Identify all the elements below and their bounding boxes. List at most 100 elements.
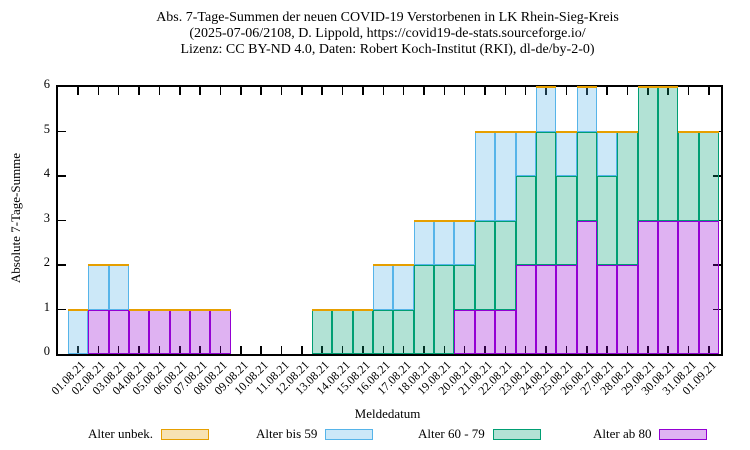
unbek-top-line [67, 308, 89, 311]
bar-segment-alter-ab-80 [454, 309, 475, 354]
bar-segment-alter-60-79 [373, 309, 394, 354]
chart-title-line3: Lizenz: CC BY-ND 4.0, Daten: Robert Koch… [180, 42, 595, 57]
x-tick-mark [97, 87, 100, 95]
legend-label: Alter bis 59 [256, 426, 318, 441]
bar-segment-alter-bis-59 [434, 220, 455, 265]
legend-item: Alter ab 80 [593, 426, 708, 442]
x-tick-mark [97, 346, 100, 354]
y-tick-mark [58, 308, 66, 311]
bar-segment-alter-60-79 [434, 265, 455, 354]
bar-segment-alter-60-79 [393, 309, 414, 354]
bar-segment-alter-60-79 [556, 176, 577, 265]
x-tick-mark [240, 87, 242, 95]
unbek-top-line [352, 308, 374, 311]
legend-label: Alter unbek. [88, 426, 153, 441]
x-tick-mark [626, 346, 629, 354]
x-tick-mark [667, 346, 669, 354]
bar-segment-alter-60-79 [678, 131, 699, 221]
bar-segment-alter-bis-59 [393, 265, 414, 310]
unbek-top-line [189, 308, 211, 311]
bar-segment-alter-ab-80 [556, 265, 577, 354]
x-tick-mark [565, 346, 568, 354]
y-tick-mark [58, 219, 66, 222]
bar-segment-alter-ab-80 [678, 220, 699, 354]
bar-segment-alter-60-79 [312, 309, 333, 354]
y-tick-mark [58, 264, 66, 266]
x-tick-mark [117, 87, 120, 95]
legend-swatch [492, 428, 541, 440]
x-tick-mark [321, 87, 323, 95]
x-tick-mark [402, 346, 405, 354]
x-tick-mark [647, 87, 649, 95]
x-tick-mark [565, 87, 568, 95]
unbek-top-line [373, 264, 394, 266]
x-tick-mark [280, 87, 283, 95]
bar-segment-alter-bis-59 [556, 131, 577, 176]
unbek-top-line [332, 308, 353, 311]
bar-segment-alter-bis-59 [495, 131, 516, 221]
x-tick-mark [382, 87, 384, 95]
bar-segment-alter-60-79 [596, 176, 618, 265]
bar-segment-alter-ab-80 [515, 265, 536, 354]
x-tick-mark [301, 346, 303, 354]
bar-segment-alter-bis-59 [373, 265, 394, 310]
x-tick-mark [667, 87, 669, 95]
x-tick-mark [443, 87, 446, 95]
bar-segment-alter-ab-80 [149, 309, 170, 354]
x-tick-mark [341, 87, 344, 95]
x-tick-mark [280, 346, 283, 354]
x-tick-mark [179, 346, 181, 354]
unbek-top-line [657, 86, 679, 88]
bar-segment-alter-ab-80 [169, 309, 190, 354]
x-tick-mark [545, 346, 547, 354]
x-tick-mark [402, 87, 405, 95]
bar-segment-alter-60-79 [352, 309, 374, 354]
x-tick-mark [158, 346, 161, 354]
bar-segment-alter-60-79 [454, 265, 475, 310]
bar-segment-alter-ab-80 [474, 309, 496, 354]
bar-segment-alter-ab-80 [128, 309, 150, 354]
unbek-top-line [535, 86, 557, 88]
x-tick-mark [260, 87, 262, 95]
x-tick-mark [117, 346, 120, 354]
x-tick-mark [687, 346, 690, 354]
y-tick-label: 1 [43, 299, 50, 314]
bar-segment-alter-60-79 [495, 220, 516, 310]
unbek-top-line [474, 130, 496, 133]
unbek-top-line [556, 130, 577, 133]
bar-segment-alter-60-79 [637, 87, 658, 221]
unbek-top-line [413, 219, 435, 222]
x-tick-mark [179, 87, 181, 95]
bar-segment-alter-ab-80 [576, 220, 597, 354]
bar-segment-alter-ab-80 [88, 309, 109, 354]
bar-segment-alter-ab-80 [596, 265, 618, 354]
x-tick-mark [423, 87, 425, 95]
x-tick-mark [606, 346, 608, 354]
x-tick-mark [708, 87, 710, 95]
y-tick-label: 5 [43, 121, 50, 136]
x-tick-mark [708, 346, 710, 354]
bar-segment-alter-bis-59 [576, 87, 597, 132]
y-tick-label: 4 [43, 166, 50, 180]
x-tick-mark [626, 87, 629, 95]
bar-segment-alter-ab-80 [535, 265, 557, 354]
bar-segment-alter-ab-80 [698, 220, 720, 354]
unbek-top-line [576, 86, 597, 88]
unbek-top-line [108, 264, 129, 266]
x-tick-mark [138, 346, 140, 354]
x-tick-mark [362, 87, 364, 95]
legend-swatch [325, 428, 374, 440]
x-tick-mark [687, 87, 690, 95]
bar-segment-alter-bis-59 [88, 265, 109, 310]
x-tick-mark [199, 346, 201, 354]
x-tick-mark [463, 346, 466, 354]
legend-item: Alter unbek. [88, 426, 209, 442]
x-tick-mark [219, 346, 222, 354]
x-tick-mark [260, 346, 262, 354]
bar-segment-alter-60-79 [617, 131, 638, 265]
bar-segment-alter-ab-80 [617, 265, 638, 354]
y-tick-mark [58, 175, 66, 177]
x-tick-mark [463, 87, 466, 95]
legend-item: Alter bis 59 [256, 426, 374, 442]
